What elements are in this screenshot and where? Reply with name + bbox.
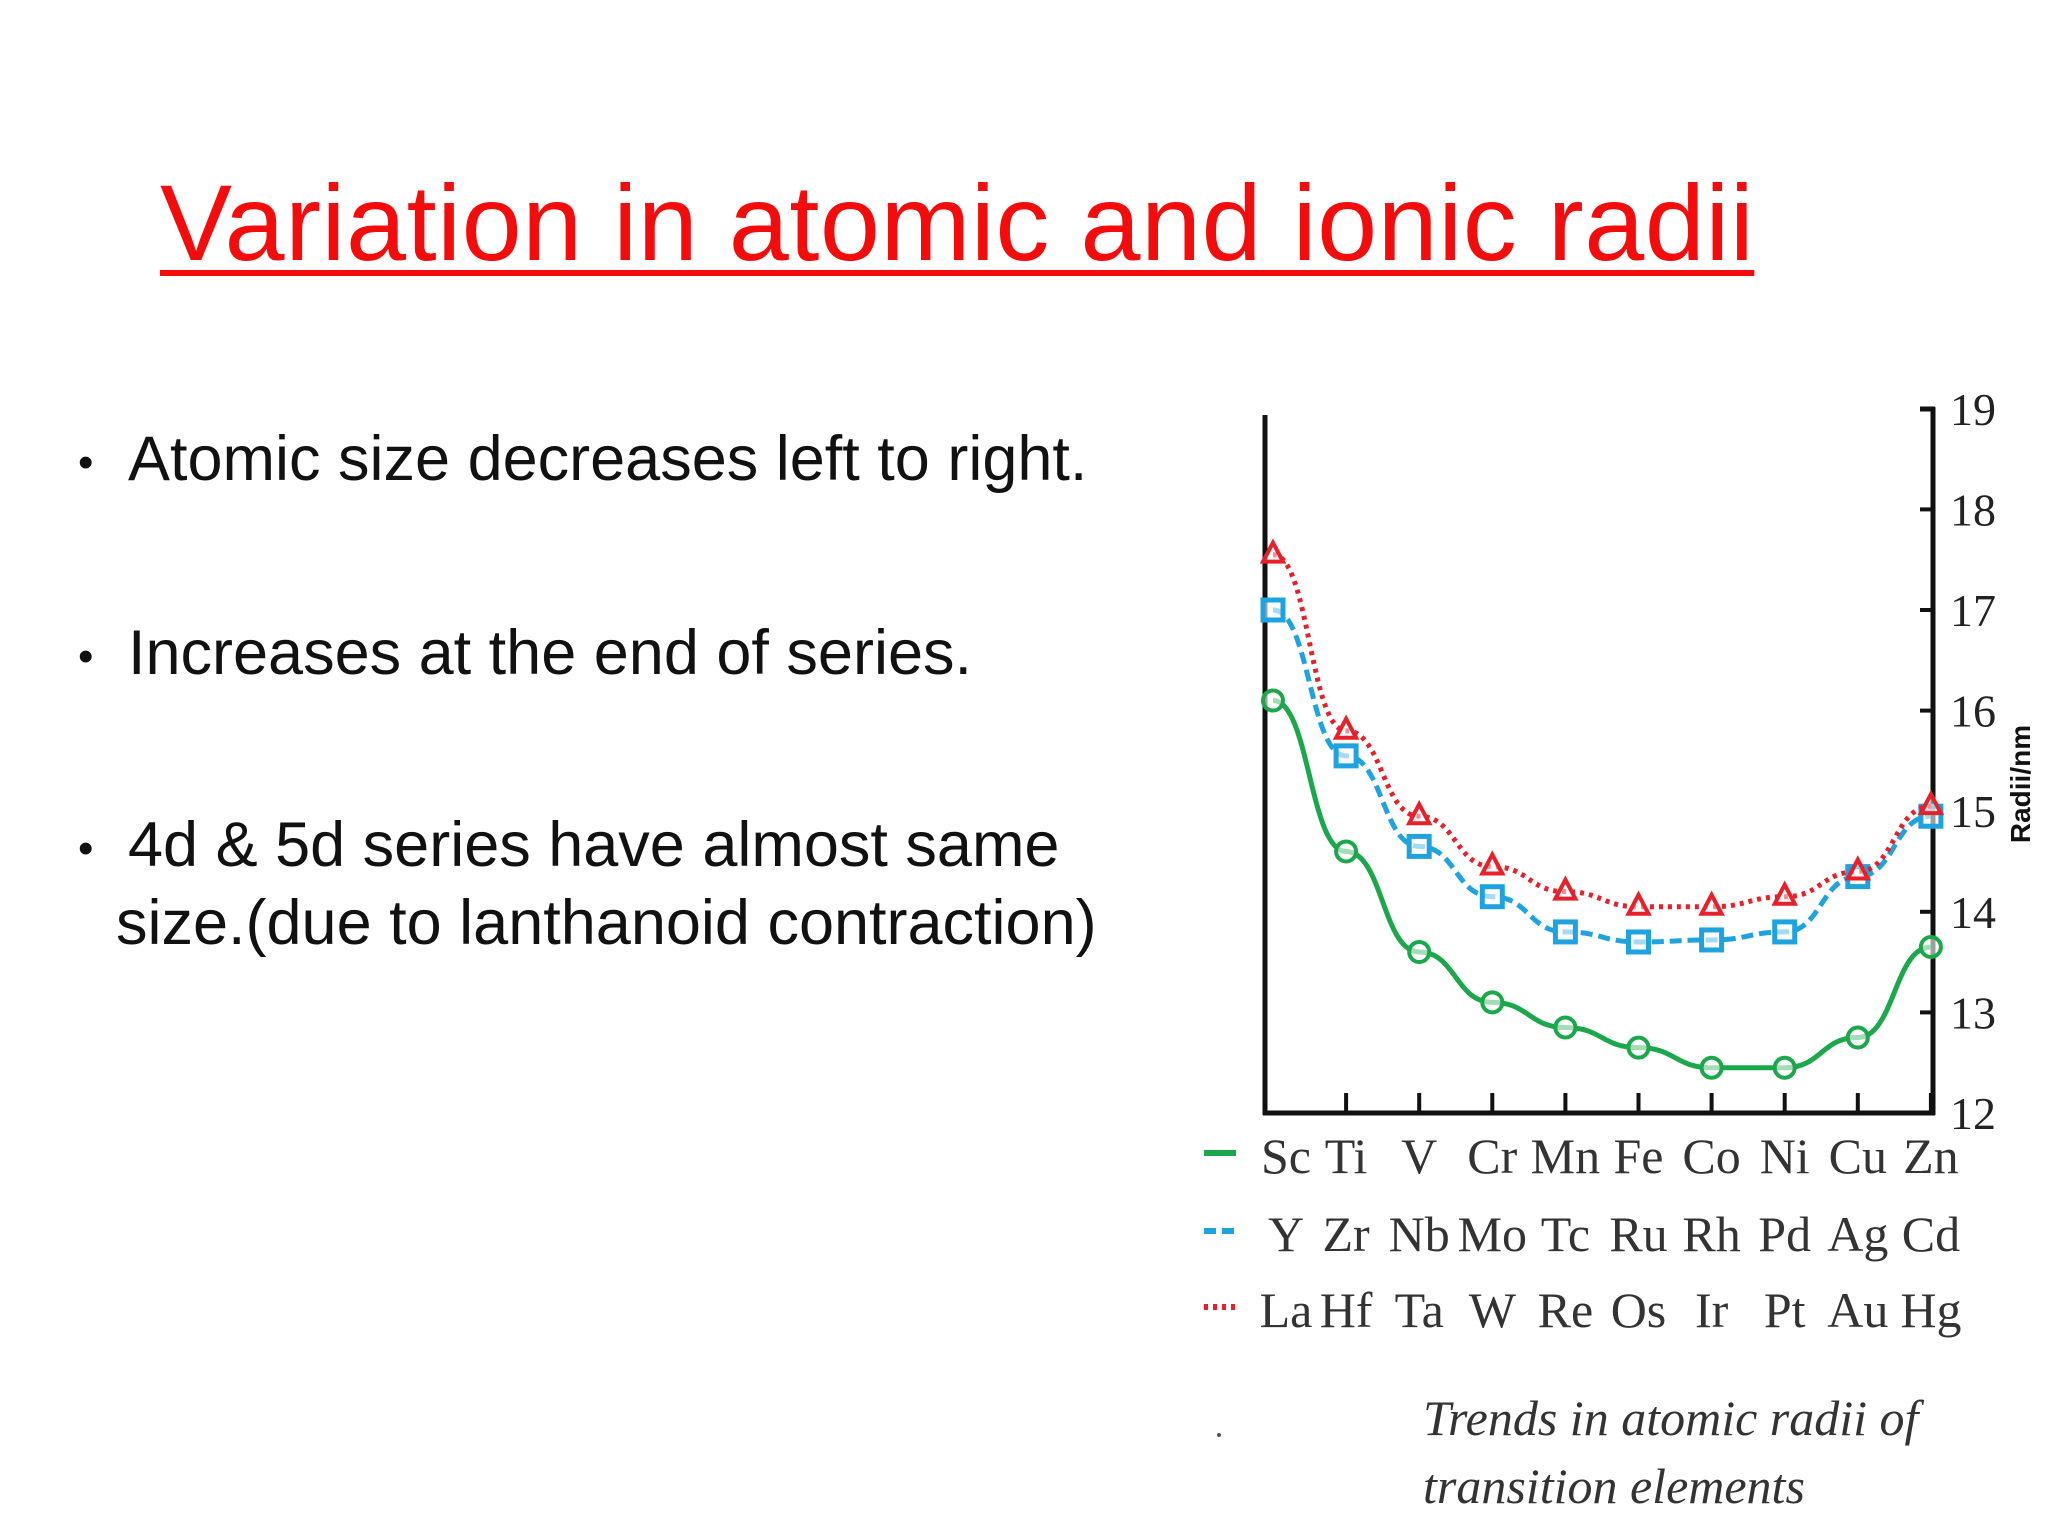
y-tick-label: 15 (1950, 786, 1996, 837)
series-line-4d (1272, 607, 1932, 945)
data-point-5d (1771, 880, 1799, 906)
data-point-3d (1261, 688, 1285, 713)
bullet-text: Increases at the end of series. (128, 618, 972, 688)
y-tick-label: 16 (1950, 686, 1996, 737)
element-label: Ni (1760, 1128, 1810, 1184)
data-point-5d (1844, 855, 1872, 881)
stray-dot (1217, 1433, 1221, 1437)
data-point-5d (1698, 890, 1725, 916)
element-label: Os (1611, 1282, 1667, 1338)
data-point-3d (1699, 1055, 1724, 1080)
data-point-4d (1626, 929, 1651, 955)
data-point-3d (1480, 990, 1505, 1015)
element-label: Pd (1758, 1206, 1811, 1262)
element-label: Co (1682, 1128, 1740, 1184)
series-line-5d (1272, 552, 1932, 910)
data-point-5d (1405, 799, 1433, 826)
element-label: Cu (1829, 1128, 1887, 1184)
element-label: Cd (1902, 1206, 1960, 1262)
y-tick-label: 19 (1950, 384, 1996, 435)
bullet-text-cont: size.(due to lanthanoid contraction) (116, 888, 1097, 959)
bullet-2: • Increases at the end of series. (78, 616, 972, 694)
y-tick-label: 13 (1950, 987, 1996, 1038)
series-line-3d (1272, 698, 1932, 1071)
data-point-4d (1333, 743, 1359, 769)
element-label: Mo (1458, 1206, 1527, 1262)
data-point-5d (1478, 850, 1506, 876)
data-point-4d (1552, 919, 1578, 945)
element-label: Sc (1261, 1128, 1311, 1184)
data-point-3d (1772, 1055, 1797, 1080)
slide-title: Variation in atomic and ionic radii (160, 162, 1755, 283)
y-tick-label: 14 (1950, 887, 1996, 938)
element-label: Ti (1325, 1128, 1368, 1184)
bullet-text: 4d & 5d series have almost same (128, 810, 1060, 880)
element-label: Hg (1900, 1282, 1961, 1338)
element-label: Re (1538, 1282, 1594, 1338)
element-label: Ir (1695, 1282, 1729, 1338)
element-label: Mn (1531, 1128, 1600, 1184)
element-label: Nb (1389, 1206, 1450, 1262)
data-point-3d (1553, 1015, 1578, 1040)
chart-caption-line1: Trends in atomic radii of (1423, 1390, 1925, 1446)
element-label: Rh (1682, 1206, 1740, 1262)
element-label: Ru (1609, 1206, 1667, 1262)
bullet-dot: • (78, 632, 94, 682)
y-tick-label: 18 (1950, 484, 1996, 535)
element-label: Zn (1903, 1128, 1959, 1184)
element-label: La (1260, 1282, 1313, 1338)
element-label: W (1469, 1282, 1517, 1338)
y-axis-label: Radii/nm (2005, 725, 2036, 843)
bullet-dot: • (78, 824, 94, 874)
data-point-3d (1626, 1035, 1651, 1060)
data-point-3d (1334, 839, 1359, 864)
data-point-5d (1917, 789, 1945, 816)
data-point-3d (1918, 935, 1943, 960)
bullet-1: • Atomic size decreases left to right. (78, 422, 1087, 500)
bullet-dot: • (78, 438, 94, 488)
element-label: Cr (1467, 1128, 1517, 1184)
data-point-4d (1772, 919, 1798, 945)
element-label: Hf (1320, 1282, 1373, 1338)
data-point-4d (1699, 927, 1725, 953)
data-point-4d (1479, 884, 1505, 910)
element-label: Zr (1322, 1206, 1370, 1262)
element-label: Ta (1395, 1282, 1444, 1338)
chart-caption-line2: transition elements (1423, 1458, 1805, 1514)
bullet-text: Atomic size decreases left to right. (128, 424, 1088, 494)
data-point-5d (1552, 875, 1579, 901)
data-point-4d (1406, 833, 1432, 859)
y-tick-label: 17 (1950, 585, 1996, 636)
data-point-5d (1259, 538, 1287, 564)
bullet-3: • 4d & 5d series have almost same size.(du… (78, 808, 1097, 960)
element-label: V (1401, 1128, 1437, 1184)
element-label: Y (1268, 1206, 1304, 1262)
element-label: Pt (1764, 1282, 1806, 1338)
data-point-5d (1625, 890, 1652, 916)
element-label: Fe (1614, 1128, 1664, 1184)
element-label: Tc (1541, 1206, 1590, 1262)
element-label: Au (1827, 1282, 1888, 1338)
y-tick-label: 12 (1950, 1088, 1996, 1139)
element-label: Ag (1827, 1206, 1888, 1262)
data-point-4d (1260, 597, 1286, 623)
data-point-3d (1845, 1025, 1870, 1050)
data-point-5d (1332, 714, 1360, 740)
data-point-3d (1407, 940, 1432, 965)
